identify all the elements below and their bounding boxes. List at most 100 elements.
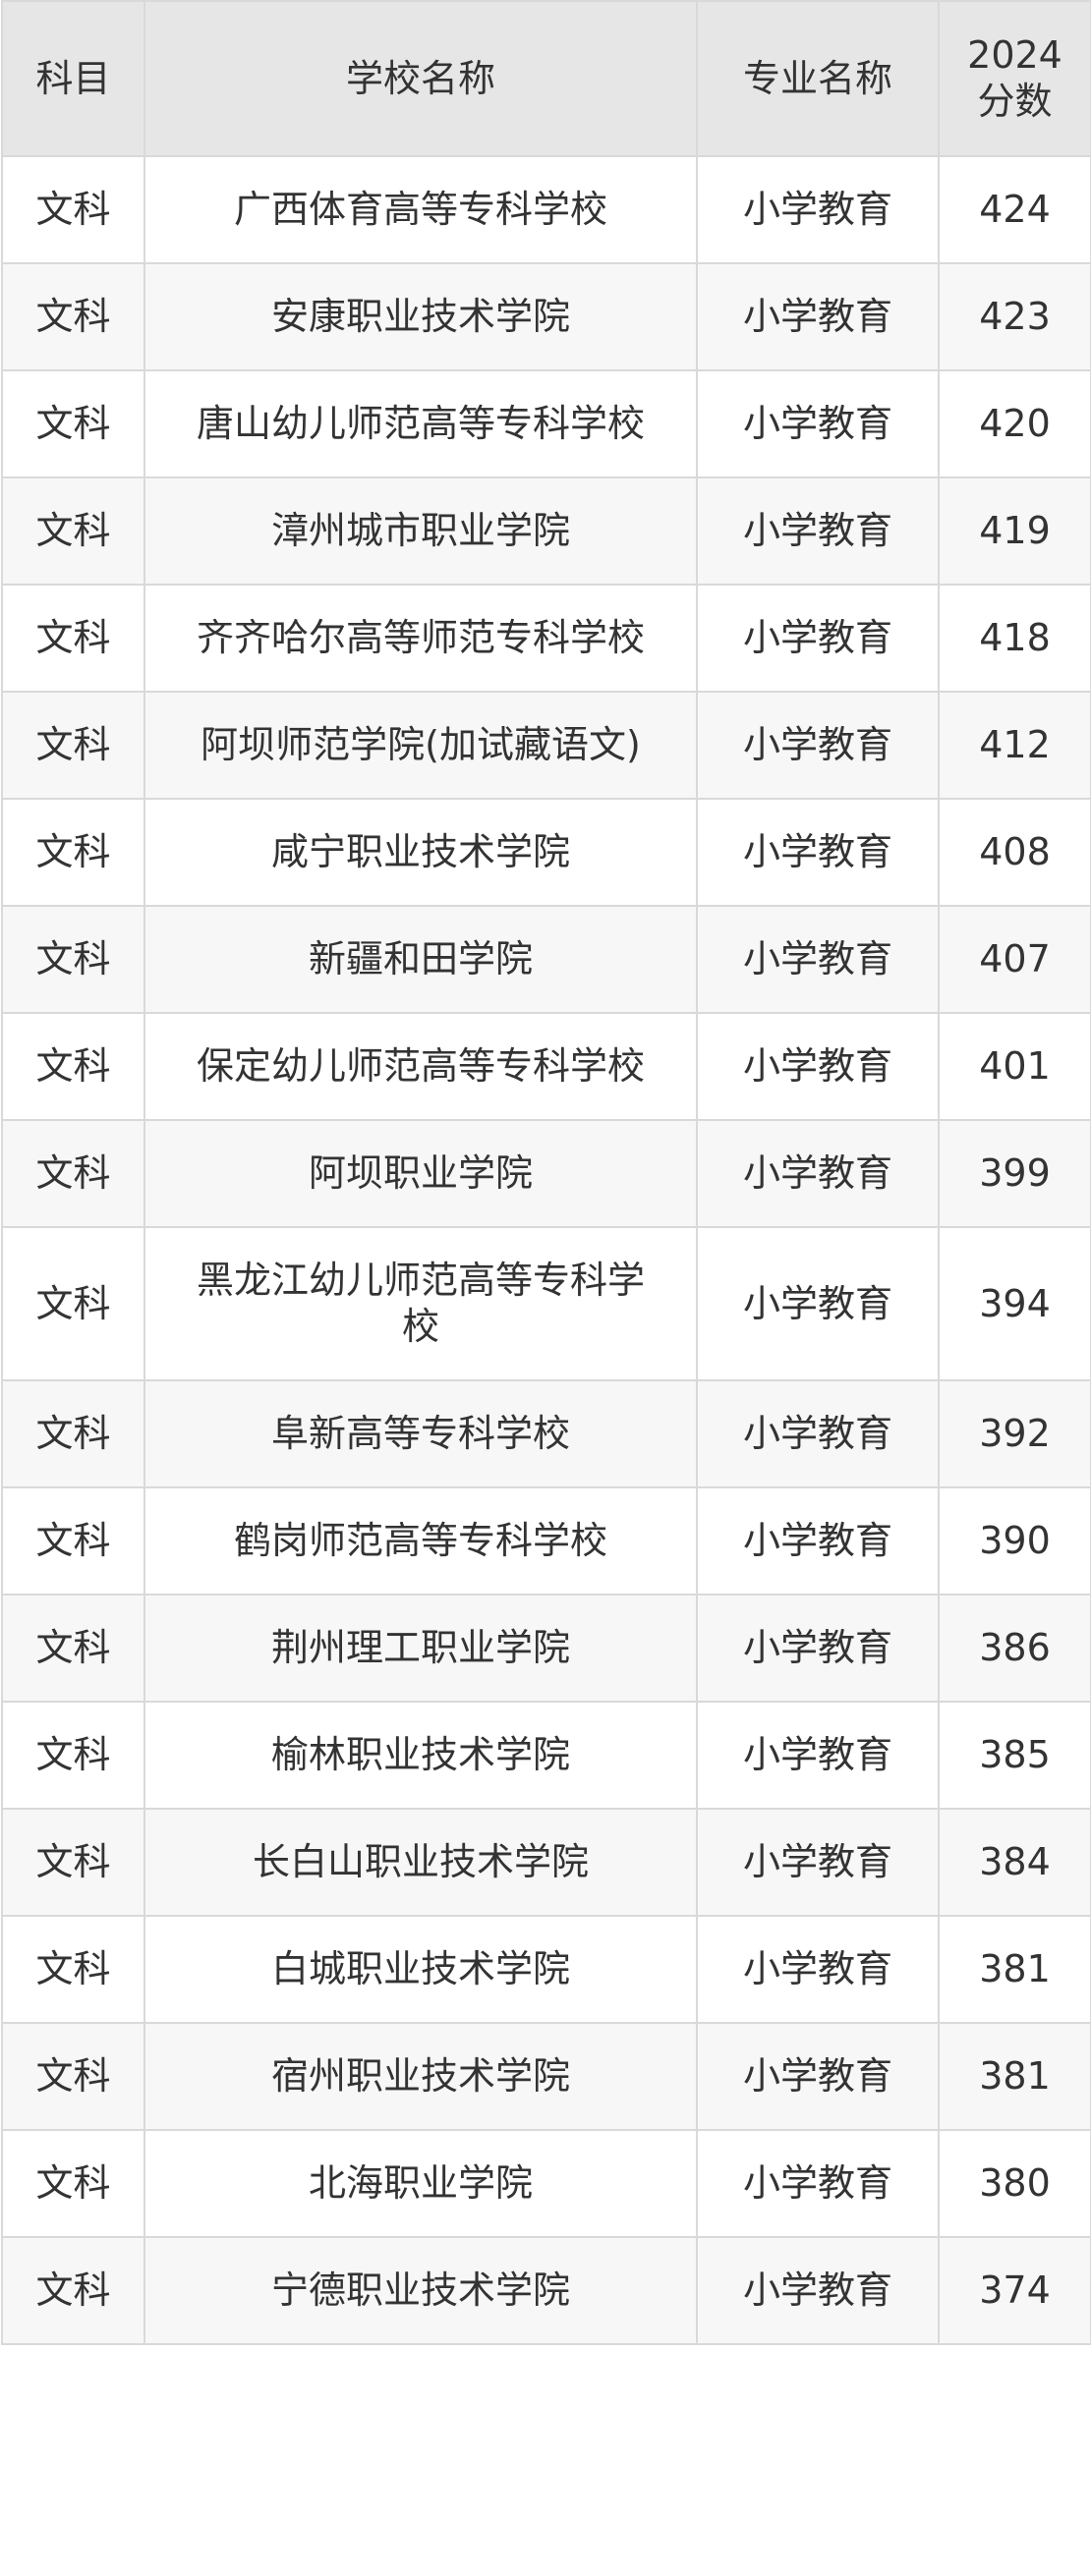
major-cell: 小学教育 bbox=[696, 1701, 940, 1810]
subject-cell: 文科 bbox=[1, 2129, 145, 2238]
major-cell: 小学教育 bbox=[696, 798, 940, 907]
score-cell: 423 bbox=[938, 262, 1091, 371]
school-cell: 鹤岗师范高等专科学校 bbox=[144, 1486, 698, 1596]
school-cell: 阜新高等专科学校 bbox=[144, 1379, 698, 1488]
school-cell: 唐山幼儿师范高等专科学校 bbox=[144, 369, 698, 478]
table-row: 文科 咸宁职业技术学院 小学教育 408 bbox=[1, 798, 1091, 907]
major-cell: 小学教育 bbox=[696, 1226, 940, 1381]
school-cell: 榆林职业技术学院 bbox=[144, 1701, 698, 1810]
subject-cell: 文科 bbox=[1, 262, 145, 371]
subject-cell: 文科 bbox=[1, 1808, 145, 1917]
score-cell: 386 bbox=[938, 1594, 1091, 1703]
school-cell: 新疆和田学院 bbox=[144, 905, 698, 1014]
score-cell: 408 bbox=[938, 798, 1091, 907]
score-cell: 380 bbox=[938, 2129, 1091, 2238]
school-cell: 宁德职业技术学院 bbox=[144, 2236, 698, 2345]
table-row: 文科 长白山职业技术学院 小学教育 384 bbox=[1, 1808, 1091, 1917]
subject-cell: 文科 bbox=[1, 155, 145, 264]
school-cell: 阿坝职业学院 bbox=[144, 1119, 698, 1228]
header-subject: 科目 bbox=[1, 0, 145, 157]
table-row: 文科 广西体育高等专科学校 小学教育 424 bbox=[1, 155, 1091, 264]
school-cell: 安康职业技术学院 bbox=[144, 262, 698, 371]
table-row: 文科 安康职业技术学院 小学教育 423 bbox=[1, 262, 1091, 371]
major-cell: 小学教育 bbox=[696, 2129, 940, 2238]
subject-cell: 文科 bbox=[1, 2022, 145, 2131]
score-cell: 374 bbox=[938, 2236, 1091, 2345]
school-cell: 漳州城市职业学院 bbox=[144, 476, 698, 586]
score-cell: 392 bbox=[938, 1379, 1091, 1488]
subject-cell: 文科 bbox=[1, 1701, 145, 1810]
subject-cell: 文科 bbox=[1, 476, 145, 586]
major-cell: 小学教育 bbox=[696, 1012, 940, 1121]
subject-cell: 文科 bbox=[1, 1594, 145, 1703]
score-cell: 412 bbox=[938, 691, 1091, 800]
school-cell: 黑龙江幼儿师范高等专科学校 bbox=[144, 1226, 698, 1381]
major-cell: 小学教育 bbox=[696, 1486, 940, 1596]
score-cell: 385 bbox=[938, 1701, 1091, 1810]
major-cell: 小学教育 bbox=[696, 1808, 940, 1917]
subject-cell: 文科 bbox=[1, 1379, 145, 1488]
table-row: 文科 榆林职业技术学院 小学教育 385 bbox=[1, 1701, 1091, 1810]
major-cell: 小学教育 bbox=[696, 584, 940, 693]
school-cell: 北海职业学院 bbox=[144, 2129, 698, 2238]
school-cell: 咸宁职业技术学院 bbox=[144, 798, 698, 907]
table-row: 文科 新疆和田学院 小学教育 407 bbox=[1, 905, 1091, 1014]
subject-cell: 文科 bbox=[1, 1486, 145, 1596]
header-score: 2024 分数 bbox=[938, 0, 1091, 157]
subject-cell: 文科 bbox=[1, 584, 145, 693]
header-school: 学校名称 bbox=[144, 0, 698, 157]
major-cell: 小学教育 bbox=[696, 155, 940, 264]
table-row: 文科 阜新高等专科学校 小学教育 392 bbox=[1, 1379, 1091, 1488]
major-cell: 小学教育 bbox=[696, 369, 940, 478]
major-cell: 小学教育 bbox=[696, 1379, 940, 1488]
header-row: 科目 学校名称 专业名称 2024 分数 bbox=[1, 0, 1091, 157]
score-cell: 381 bbox=[938, 1915, 1091, 2024]
score-table: 科目 学校名称 专业名称 2024 分数 文科 广西体育高等专科学校 小学教育 424 文… bbox=[1, 0, 1091, 2345]
header-major: 专业名称 bbox=[696, 0, 940, 157]
table-row: 文科 保定幼儿师范高等专科学校 小学教育 401 bbox=[1, 1012, 1091, 1121]
major-cell: 小学教育 bbox=[696, 262, 940, 371]
score-cell: 420 bbox=[938, 369, 1091, 478]
subject-cell: 文科 bbox=[1, 1119, 145, 1228]
score-cell: 399 bbox=[938, 1119, 1091, 1228]
score-cell: 390 bbox=[938, 1486, 1091, 1596]
subject-cell: 文科 bbox=[1, 1226, 145, 1381]
score-cell: 394 bbox=[938, 1226, 1091, 1381]
header-score-year: 2024 bbox=[967, 33, 1062, 77]
table-row: 文科 宿州职业技术学院 小学教育 381 bbox=[1, 2022, 1091, 2131]
school-cell: 宿州职业技术学院 bbox=[144, 2022, 698, 2131]
score-cell: 407 bbox=[938, 905, 1091, 1014]
subject-cell: 文科 bbox=[1, 369, 145, 478]
school-cell: 白城职业技术学院 bbox=[144, 1915, 698, 2024]
table-row: 文科 白城职业技术学院 小学教育 381 bbox=[1, 1915, 1091, 2024]
major-cell: 小学教育 bbox=[696, 1594, 940, 1703]
score-cell: 424 bbox=[938, 155, 1091, 264]
subject-cell: 文科 bbox=[1, 798, 145, 907]
subject-cell: 文科 bbox=[1, 1915, 145, 2024]
school-cell: 广西体育高等专科学校 bbox=[144, 155, 698, 264]
score-cell: 384 bbox=[938, 1808, 1091, 1917]
table-row: 文科 阿坝职业学院 小学教育 399 bbox=[1, 1119, 1091, 1228]
table-row: 文科 唐山幼儿师范高等专科学校 小学教育 420 bbox=[1, 369, 1091, 478]
header-score-label: 分数 bbox=[977, 80, 1053, 123]
score-cell: 418 bbox=[938, 584, 1091, 693]
table-row: 文科 宁德职业技术学院 小学教育 374 bbox=[1, 2236, 1091, 2345]
table-row: 文科 荆州理工职业学院 小学教育 386 bbox=[1, 1594, 1091, 1703]
table-row: 文科 鹤岗师范高等专科学校 小学教育 390 bbox=[1, 1486, 1091, 1596]
table-row: 文科 漳州城市职业学院 小学教育 419 bbox=[1, 476, 1091, 586]
score-cell: 381 bbox=[938, 2022, 1091, 2131]
table-row: 文科 阿坝师范学院(加试藏语文) 小学教育 412 bbox=[1, 691, 1091, 800]
score-cell: 419 bbox=[938, 476, 1091, 586]
school-cell: 保定幼儿师范高等专科学校 bbox=[144, 1012, 698, 1121]
subject-cell: 文科 bbox=[1, 1012, 145, 1121]
score-cell: 401 bbox=[938, 1012, 1091, 1121]
table-row: 文科 黑龙江幼儿师范高等专科学校 小学教育 394 bbox=[1, 1226, 1091, 1381]
major-cell: 小学教育 bbox=[696, 905, 940, 1014]
school-cell: 长白山职业技术学院 bbox=[144, 1808, 698, 1917]
school-cell: 阿坝师范学院(加试藏语文) bbox=[144, 691, 698, 800]
major-cell: 小学教育 bbox=[696, 691, 940, 800]
table-row: 文科 齐齐哈尔高等师范专科学校 小学教育 418 bbox=[1, 584, 1091, 693]
major-cell: 小学教育 bbox=[696, 2022, 940, 2131]
major-cell: 小学教育 bbox=[696, 1119, 940, 1228]
major-cell: 小学教育 bbox=[696, 476, 940, 586]
